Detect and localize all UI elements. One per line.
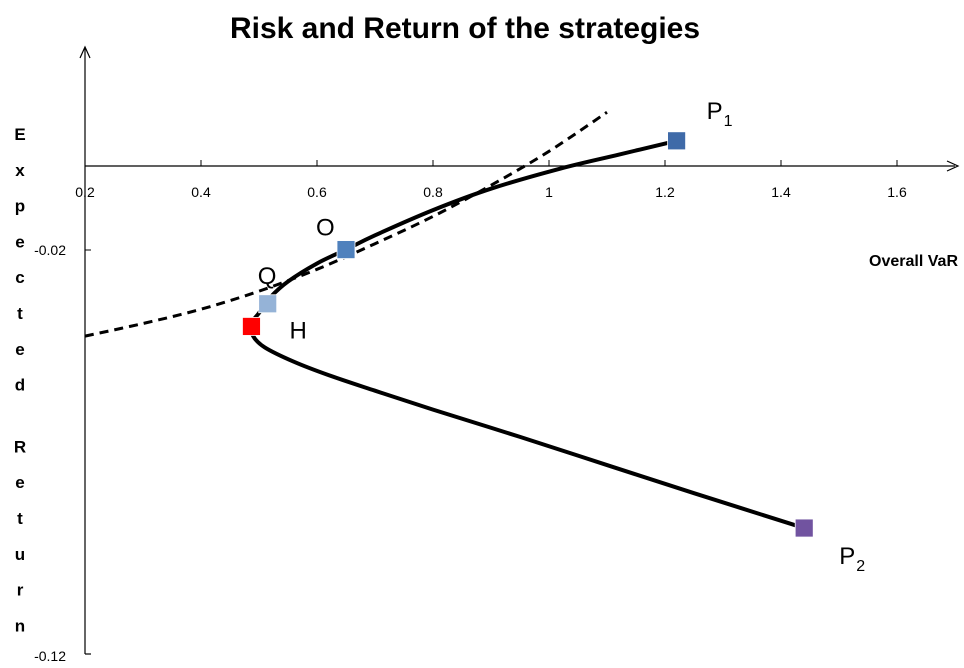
chart-title: Risk and Return of the strategies bbox=[230, 12, 700, 45]
point-label-o: O bbox=[316, 215, 335, 242]
point-marker-p2 bbox=[794, 518, 814, 538]
point-label-h: H bbox=[289, 317, 306, 344]
point-label-p2: P2 bbox=[839, 543, 865, 575]
x-tick-label: 0.8 bbox=[423, 184, 443, 200]
x-tick-label: 1.2 bbox=[655, 184, 675, 200]
x-tick-label: 0.2 bbox=[75, 184, 95, 200]
point-marker-h bbox=[242, 317, 261, 336]
y-axis-title-char: n bbox=[15, 616, 25, 635]
y-axis-title-char: r bbox=[17, 581, 24, 600]
x-tick-label: 0.6 bbox=[307, 184, 327, 200]
x-axis-arrow bbox=[946, 160, 960, 172]
x-axis-title: Overall VaR bbox=[869, 253, 958, 270]
y-axis-title-char: E bbox=[14, 125, 25, 144]
y-axis-arrow bbox=[79, 45, 91, 59]
points-layer: P1 O QH P2 bbox=[242, 98, 865, 575]
point-marker-p1 bbox=[667, 131, 686, 151]
point-marker-q bbox=[258, 294, 278, 314]
axes: 0.2 0.4 0.6 0.8 1 1.2 1.4 1.6 -0.02 -0.12 bbox=[34, 45, 960, 664]
y-axis-title-char: d bbox=[15, 376, 25, 395]
x-tick-label: 0.4 bbox=[191, 184, 211, 200]
y-tick-label: -0.02 bbox=[34, 242, 66, 258]
point-marker-o bbox=[336, 240, 356, 259]
y-axis-title-char: t bbox=[17, 509, 23, 528]
y-axis-title-char: e bbox=[15, 232, 24, 251]
y-axis-title-char: u bbox=[15, 545, 25, 564]
y-axis-title-char: e bbox=[15, 473, 24, 492]
y-axis-title-char: t bbox=[17, 304, 23, 323]
y-tick-label: -0.12 bbox=[34, 648, 66, 664]
y-axis-title-char: x bbox=[15, 161, 25, 180]
dashed-curve bbox=[84, 110, 608, 338]
point-label-p1: P1 bbox=[707, 98, 733, 130]
efficient-frontier-curve bbox=[248, 138, 805, 530]
x-tick-label: 1.6 bbox=[887, 184, 907, 200]
y-axis-title-char: e bbox=[15, 340, 24, 359]
series-layer bbox=[84, 110, 805, 530]
point-label-q: Q bbox=[258, 263, 277, 290]
x-tick-label: 1.4 bbox=[771, 184, 791, 200]
y-axis-title-char: p bbox=[15, 197, 25, 216]
y-axis-title-char: R bbox=[14, 437, 26, 456]
x-tick-label: 1 bbox=[545, 184, 553, 200]
y-axis-title-char: c bbox=[15, 268, 24, 287]
